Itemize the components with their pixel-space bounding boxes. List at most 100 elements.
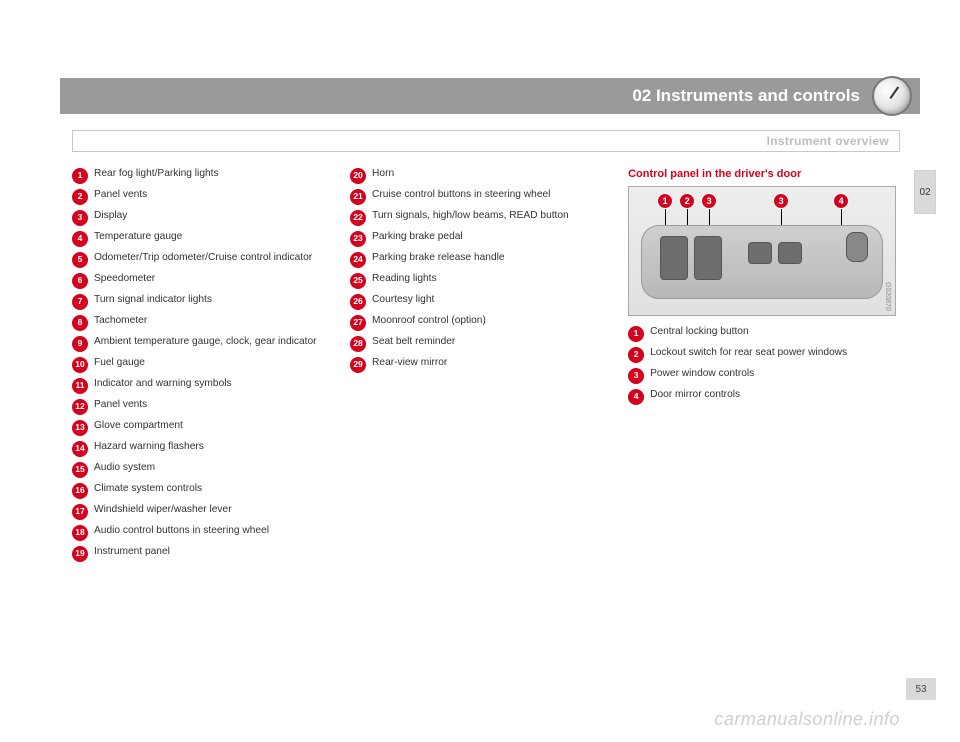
list-column-2: 20 Horn 21Cruise control buttons in steeri… xyxy=(350,168,598,662)
legend-label: Lockout switch for rear seat power windo… xyxy=(650,347,847,359)
item-number-badge: 27 xyxy=(350,315,366,331)
item-number-badge: 6 xyxy=(72,273,88,289)
item-number-badge: 28 xyxy=(350,336,366,352)
item-number-badge: 11 xyxy=(72,378,88,394)
legend-number-badge: 4 xyxy=(628,389,644,405)
gauge-icon xyxy=(872,76,912,116)
item-number-badge: 2 xyxy=(72,189,88,205)
callout-badge: 1 xyxy=(657,193,673,209)
item-number-badge: 16 xyxy=(72,483,88,499)
page-number: 53 xyxy=(906,678,936,700)
list-item: 21Cruise control buttons in steering whe… xyxy=(350,189,598,205)
item-label: Panel vents xyxy=(94,399,147,411)
item-number-badge: 25 xyxy=(350,273,366,289)
list-item: 18 Audio control buttons in steering whee… xyxy=(72,525,320,541)
item-number-badge: 13 xyxy=(72,420,88,436)
item-number-badge: 1 xyxy=(72,168,88,184)
list-item: 7Turn signal indicator lights xyxy=(72,294,320,310)
item-label: Parking brake release handle xyxy=(372,252,505,264)
list-item: 22Turn signals, high/low beams, READ but… xyxy=(350,210,598,226)
item-label: Ambient temperature gauge, clock, gear i… xyxy=(94,336,317,348)
callout-badge: 3 xyxy=(773,193,789,209)
list-item: 23 Parking brake pedal xyxy=(350,231,598,247)
item-number-badge: 5 xyxy=(72,252,88,268)
item-number-badge: 26 xyxy=(350,294,366,310)
list-item: 3 Display xyxy=(72,210,320,226)
item-label: Audio control buttons in steering wheel xyxy=(94,525,269,537)
list-item: 28Seat belt reminder xyxy=(350,336,598,352)
item-label: Panel vents xyxy=(94,189,147,201)
list-column-3: Control panel in the driver's door 12334… xyxy=(628,168,896,662)
switch-icon xyxy=(778,242,802,264)
callout-badge: 3 xyxy=(701,193,717,209)
chapter-title: 02 Instruments and controls xyxy=(632,86,860,106)
list-item: 11Indicator and warning symbols xyxy=(72,378,320,394)
item-label: Glove compartment xyxy=(94,420,183,432)
item-number-badge: 12 xyxy=(72,399,88,415)
chapter-tabs: 02 xyxy=(914,170,936,214)
switch-icon xyxy=(660,236,688,280)
item-number-badge: 17 xyxy=(72,504,88,520)
item-label: Instrument panel xyxy=(94,546,170,558)
item-label: Turn signal indicator lights xyxy=(94,294,212,306)
control-panel-heading: Control panel in the driver's door xyxy=(628,168,896,180)
control-panel-legend: 1Central locking button 2 Lockout switch f… xyxy=(628,326,896,405)
list-item: 14Hazard warning flashers xyxy=(72,441,320,457)
legend-number-badge: 3 xyxy=(628,368,644,384)
list-item: 24 Parking brake release handle xyxy=(350,252,598,268)
list-item: 19 Instrument panel xyxy=(72,546,320,562)
list-item: 16 Climate system controls xyxy=(72,483,320,499)
list-item: 12 Panel vents xyxy=(72,399,320,415)
item-number-badge: 20 xyxy=(350,168,366,184)
illustration-code: G020870 xyxy=(884,282,891,311)
list-item: 1 Rear fog light/Parking lights xyxy=(72,168,320,184)
content-columns: 1 Rear fog light/Parking lights 2 Panel ven… xyxy=(72,168,896,662)
item-number-badge: 29 xyxy=(350,357,366,373)
item-number-badge: 15 xyxy=(72,462,88,478)
item-number-badge: 23 xyxy=(350,231,366,247)
item-label: Odometer/Trip odometer/Cruise control in… xyxy=(94,252,312,264)
item-number-badge: 3 xyxy=(72,210,88,226)
section-title: Instrument overview xyxy=(767,134,889,148)
item-label: Display xyxy=(94,210,127,222)
list-item: 29Rear-view mirror xyxy=(350,357,598,373)
legend-number-badge: 1 xyxy=(628,326,644,342)
item-label: Courtesy light xyxy=(372,294,434,306)
item-number-badge: 8 xyxy=(72,315,88,331)
item-label: Reading lights xyxy=(372,273,437,285)
item-number-badge: 4 xyxy=(72,231,88,247)
legend-item: 1Central locking button xyxy=(628,326,896,342)
item-number-badge: 24 xyxy=(350,252,366,268)
legend-label: Door mirror controls xyxy=(650,389,740,401)
list-item: 15Audio system xyxy=(72,462,320,478)
callout-badge: 2 xyxy=(679,193,695,209)
item-label: Rear fog light/Parking lights xyxy=(94,168,219,180)
item-label: Tachometer xyxy=(94,315,147,327)
list-item: 20 Horn xyxy=(350,168,598,184)
list-item: 9Ambient temperature gauge, clock, gear … xyxy=(72,336,320,352)
list-item: 2 Panel vents xyxy=(72,189,320,205)
item-label: Horn xyxy=(372,168,394,180)
list-item: 5 Odometer/Trip odometer/Cruise control i… xyxy=(72,252,320,268)
legend-number-badge: 2 xyxy=(628,347,644,363)
item-label: Moonroof control (option) xyxy=(372,315,486,327)
item-label: Climate system controls xyxy=(94,483,202,495)
switch-icon xyxy=(748,242,772,264)
item-label: Windshield wiper/washer lever xyxy=(94,504,232,516)
section-title-box: Instrument overview xyxy=(72,130,900,152)
legend-item: 3 Power window controls xyxy=(628,368,896,384)
mirror-knob-icon xyxy=(846,232,868,262)
callout-badge: 4 xyxy=(833,193,849,209)
list-item: 10Fuel gauge xyxy=(72,357,320,373)
item-number-badge: 14 xyxy=(72,441,88,457)
list-item: 8 Tachometer xyxy=(72,315,320,331)
switch-icon xyxy=(694,236,722,280)
gauge-needle-icon xyxy=(889,86,899,99)
item-number-badge: 19 xyxy=(72,546,88,562)
item-label: Speedometer xyxy=(94,273,155,285)
legend-label: Power window controls xyxy=(650,368,754,380)
legend-item: 2 Lockout switch for rear seat power wind… xyxy=(628,347,896,363)
list-item: 13 Glove compartment xyxy=(72,420,320,436)
item-label: Parking brake pedal xyxy=(372,231,463,243)
item-number-badge: 18 xyxy=(72,525,88,541)
